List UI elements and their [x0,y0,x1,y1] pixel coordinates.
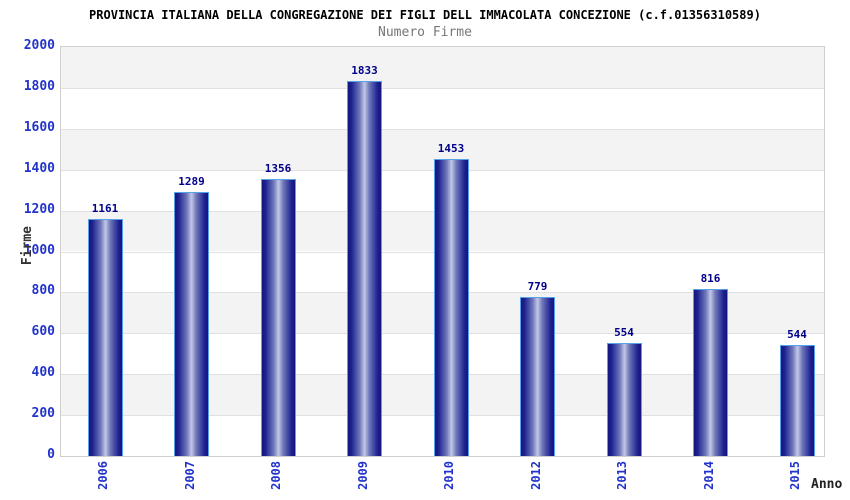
x-tick-label: 2007 [182,461,197,490]
y-tick-label: 600 [31,324,55,340]
bar-2008 [260,178,296,456]
bar-value-label: 1833 [351,64,378,78]
x-tick-label: 2012 [528,461,543,490]
gridline [61,87,824,89]
chart-subtitle: Numero Firme [378,25,472,40]
bar-value-label: 816 [700,272,721,286]
x-tick-label: 2013 [615,461,629,490]
y-tick-label: 1000 [23,242,55,258]
y-axis-title: Firme [20,226,35,266]
y-tick-label: 1600 [23,119,55,135]
x-tick-label: 2014 [701,461,716,490]
x-tick-label: 2006 [96,461,110,490]
y-tick-label: 1400 [23,160,55,176]
bar-2007 [174,192,209,456]
plot-band [61,87,824,129]
bar-value-label: 1161 [91,201,119,215]
y-tick-label: 400 [31,365,55,381]
x-axis-title: Anno [811,477,843,492]
bar-2015 [779,344,815,456]
x-tick-label: 2009 [355,461,370,490]
y-tick-label: 0 [47,447,55,462]
y-tick-label: 200 [31,406,55,422]
x-tick-label: 2015 [788,461,802,490]
bar-value-label: 779 [527,279,548,293]
plot-band [61,47,824,88]
bar-2012 [520,296,555,456]
y-tick-label: 800 [31,283,55,299]
y-tick-label: 2000 [23,38,55,53]
bar-value-label: 1356 [264,161,292,175]
bar-2009 [347,81,382,456]
plot-area: 1161 1289 1356 1833 1453 779 554 816 544 [60,46,825,457]
bar-2013 [606,342,642,456]
x-tick-label: 2010 [442,461,456,490]
bar-value-label: 554 [614,325,634,339]
x-tick-label: 2008 [269,461,283,490]
bar-value-label: 544 [787,327,807,341]
gridline [61,128,824,130]
y-tick-label: 1800 [23,78,55,94]
bar-value-label: 1453 [437,141,465,155]
bar-2006 [87,218,123,456]
bar-2010 [433,158,469,456]
bar-2014 [693,289,728,456]
chart-title: PROVINCIA ITALIANA DELLA CONGREGAZIONE D… [89,8,761,22]
y-tick-label: 1200 [23,201,55,217]
bar-value-label: 1289 [178,175,205,189]
